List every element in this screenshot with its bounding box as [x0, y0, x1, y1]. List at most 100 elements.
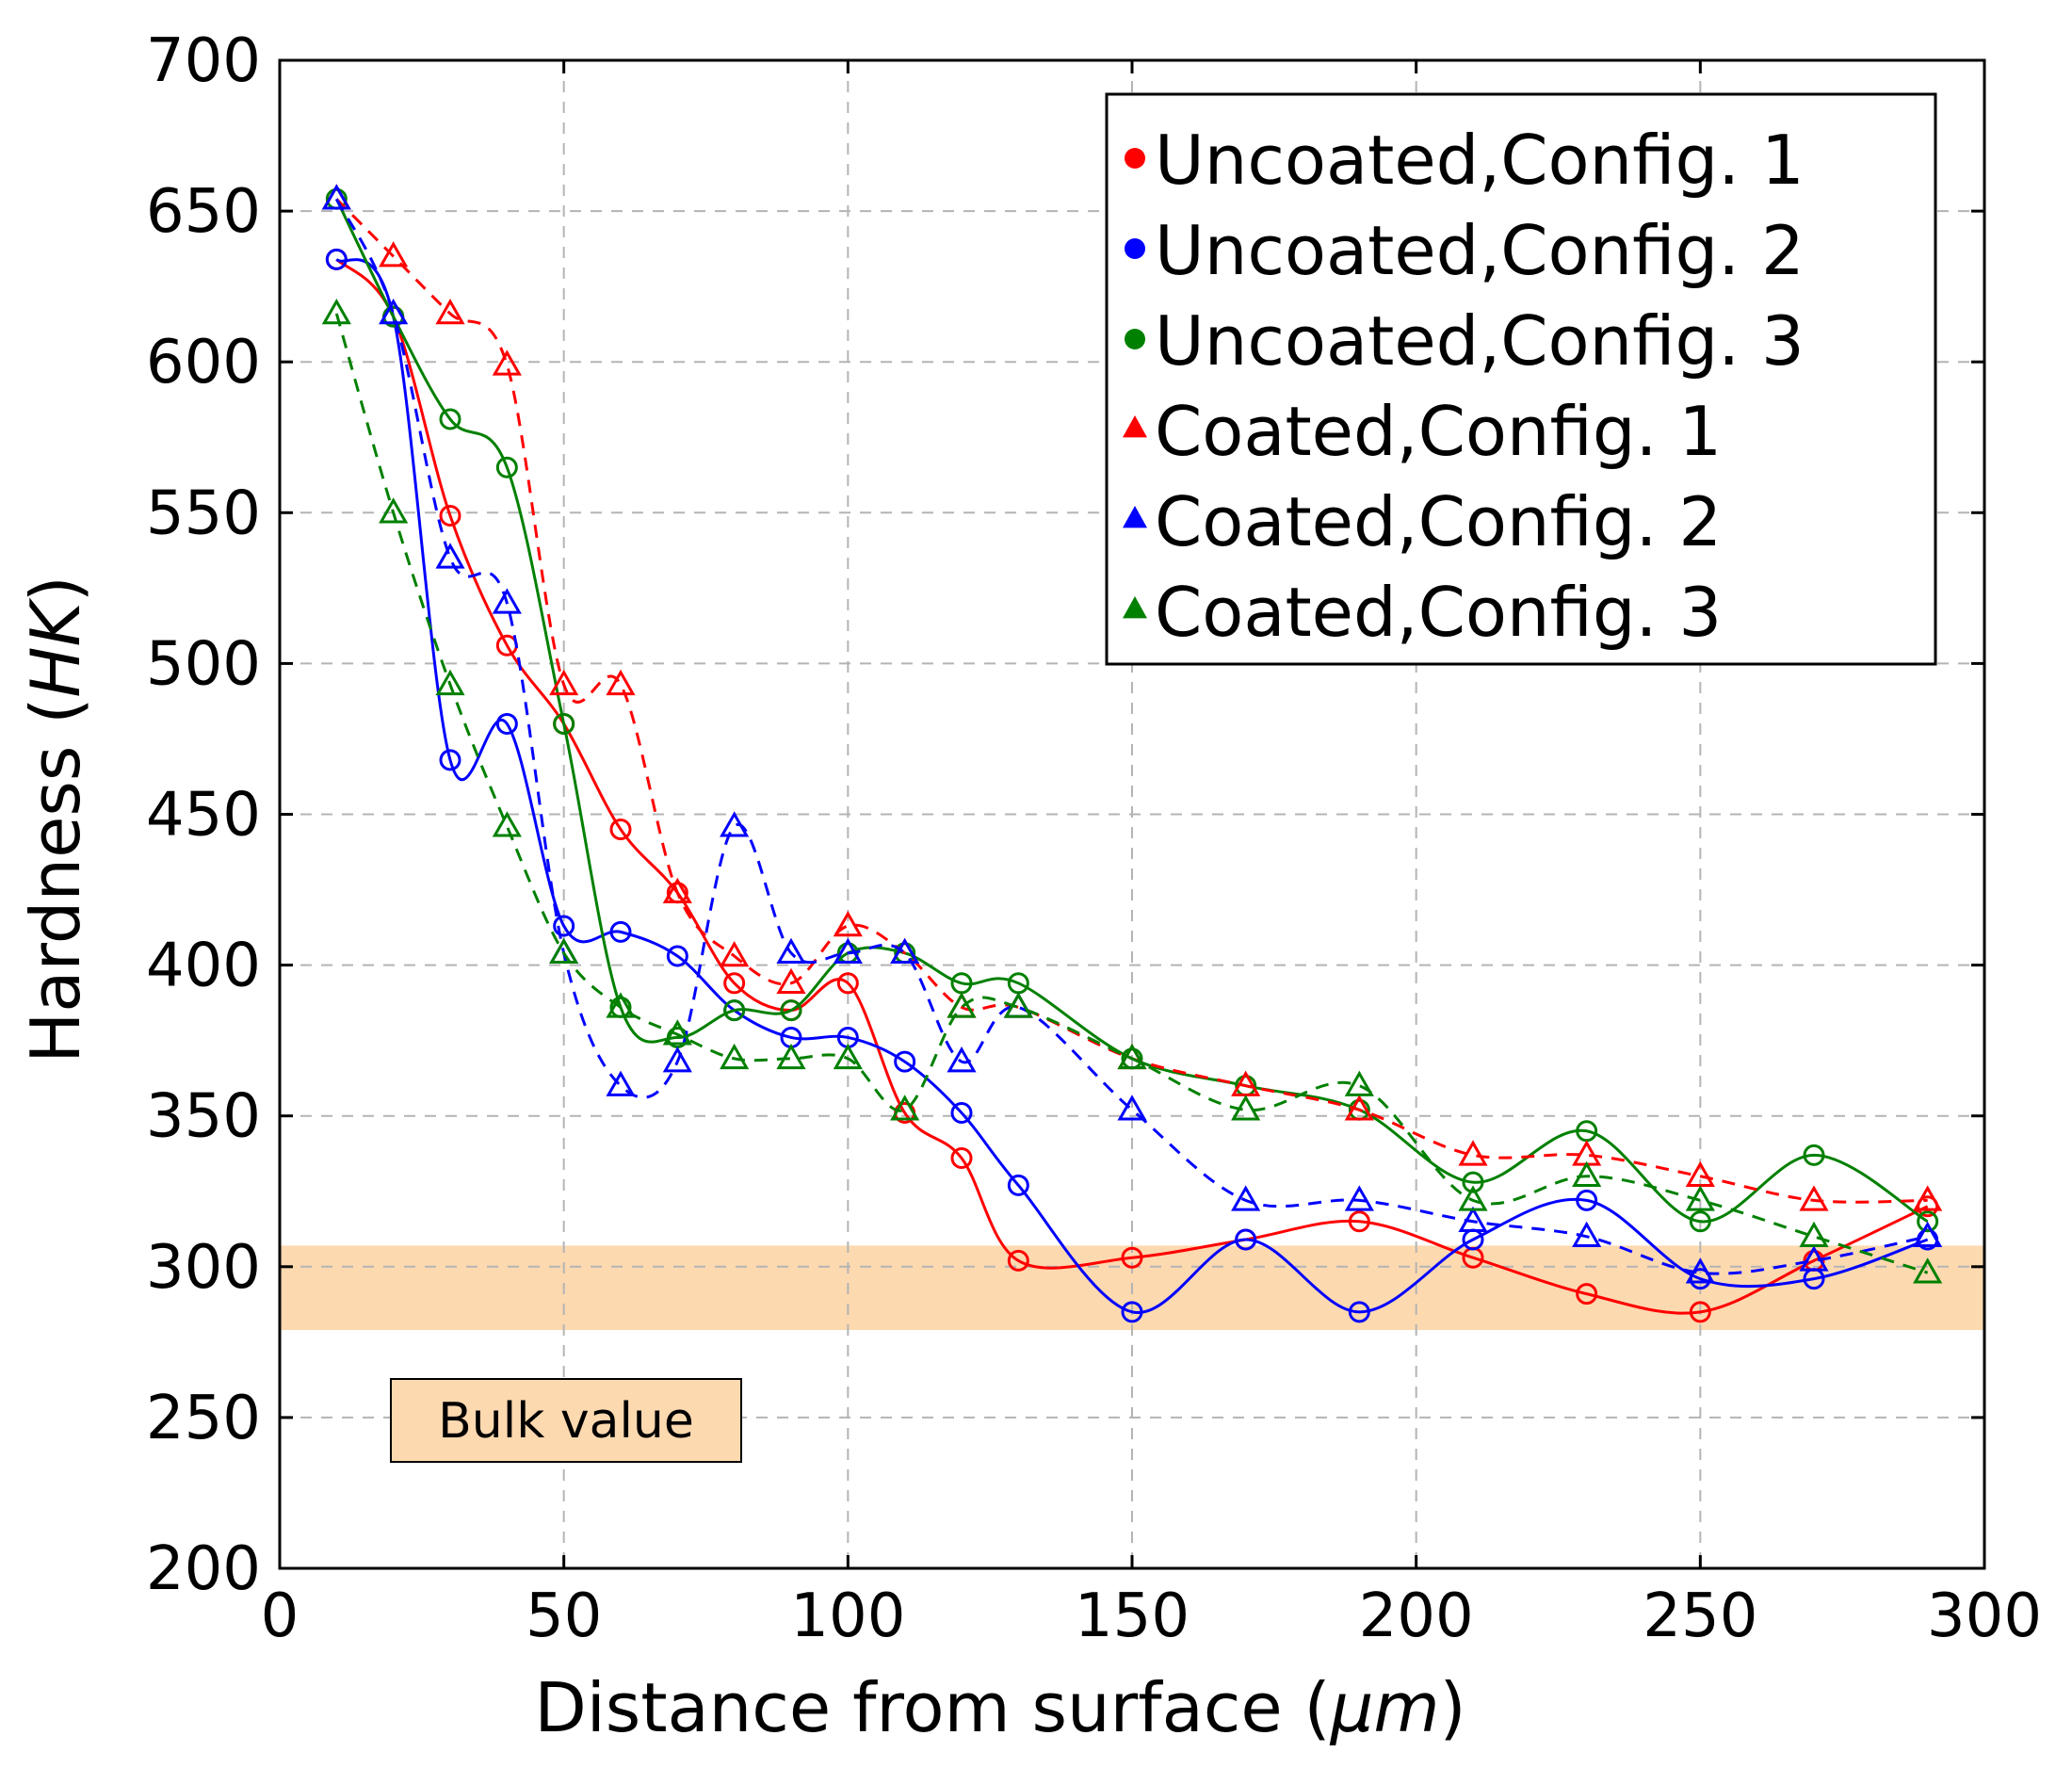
data-point	[379, 497, 409, 524]
legend: Uncoated,Config. 1 Uncoated,Config. 2 Unco…	[1105, 92, 1937, 666]
bulk-value-label-background	[390, 1378, 742, 1463]
x-axis-title-suffix: )	[1440, 1668, 1466, 1747]
legend-marker	[1125, 238, 1145, 259]
data-point	[495, 456, 518, 478]
data-point	[662, 1019, 692, 1046]
y-tick-label: 700	[146, 26, 261, 96]
data-point	[1344, 1070, 1374, 1096]
data-point	[606, 1070, 636, 1096]
x-tick-label: 200	[1359, 1581, 1474, 1651]
data-point	[1799, 1185, 1829, 1211]
data-point	[549, 669, 579, 696]
data-point	[1235, 1228, 1257, 1251]
data-point	[1685, 1257, 1715, 1284]
data-point	[836, 972, 859, 995]
legend-label: Coated,Config. 2	[1155, 482, 1722, 561]
legend-item: Coated,Config. 1	[1123, 392, 1722, 471]
data-point	[549, 937, 579, 965]
x-tick-label: 150	[1075, 1581, 1190, 1651]
data-point	[776, 1043, 806, 1070]
data-point	[1913, 1185, 1943, 1211]
data-point	[947, 1046, 977, 1073]
bulk-value-label-box: Bulk value	[390, 1378, 742, 1463]
legend-label: Uncoated,Config. 3	[1155, 301, 1805, 381]
data-point	[606, 992, 636, 1018]
data-point	[1458, 1140, 1488, 1166]
y-tick-label: 350	[146, 1082, 261, 1152]
data-point	[1231, 1095, 1261, 1121]
data-point	[890, 937, 920, 965]
y-tick-label: 400	[146, 932, 261, 1001]
data-point	[1685, 1185, 1715, 1211]
data-point	[662, 1046, 692, 1073]
data-point	[1913, 1221, 1943, 1248]
data-point	[1007, 1249, 1029, 1272]
x-tick-label: 50	[526, 1581, 602, 1651]
series-layer	[321, 184, 1943, 1323]
data-point	[325, 248, 348, 270]
data-point	[947, 992, 977, 1018]
data-point	[1799, 1221, 1829, 1248]
x-tick-label: 100	[790, 1581, 905, 1651]
data-point	[321, 184, 351, 210]
data-point	[492, 811, 522, 837]
data-point	[1344, 1185, 1374, 1211]
data-point	[1913, 1257, 1943, 1284]
data-point	[1348, 1301, 1370, 1323]
legend-marker	[1125, 329, 1145, 349]
data-point	[833, 910, 863, 937]
data-point	[833, 937, 863, 965]
data-point	[776, 967, 806, 995]
data-point	[720, 1043, 750, 1070]
data-point	[1121, 1246, 1143, 1269]
data-point	[1689, 1210, 1711, 1233]
data-point	[1344, 1095, 1374, 1121]
axis-ticks: 0 50 100 150 200 250 300 200 250 300 350 400 450 500 5…	[146, 26, 2042, 1651]
data-point	[1231, 1185, 1261, 1211]
data-point	[439, 505, 461, 527]
data-point	[1348, 1210, 1370, 1233]
data-point	[435, 543, 465, 569]
y-tick-label: 600	[146, 328, 261, 397]
legend-label: Uncoated,Config. 2	[1155, 211, 1805, 290]
x-tick-label: 300	[1927, 1581, 2042, 1651]
data-point	[1572, 1160, 1602, 1187]
data-point	[720, 940, 750, 967]
y-tick-label: 450	[146, 781, 261, 851]
legend-item: Uncoated,Config. 2	[1125, 211, 1805, 290]
data-point	[609, 819, 632, 841]
data-point	[439, 749, 461, 771]
legend-item: Uncoated,Config. 3	[1125, 301, 1805, 381]
data-point	[723, 999, 746, 1022]
data-point	[1576, 1189, 1598, 1211]
data-point	[666, 945, 688, 967]
y-axis-title: Hardness (HK)	[16, 576, 95, 1063]
data-point	[1121, 1301, 1143, 1323]
x-axis-title-unit: μm	[1330, 1668, 1440, 1747]
data-point	[379, 241, 409, 268]
data-point	[1007, 1174, 1029, 1196]
legend-marker	[1125, 148, 1145, 169]
data-point	[780, 999, 802, 1022]
y-tick-label: 500	[146, 629, 261, 699]
data-point	[950, 1101, 973, 1124]
y-tick-label: 200	[146, 1534, 261, 1604]
series-6	[321, 298, 1943, 1284]
data-point	[1458, 1206, 1488, 1233]
legend-marker	[1123, 596, 1147, 619]
x-tick-label: 0	[261, 1581, 299, 1651]
x-axis-title: Distance from surface (μm)	[534, 1668, 1465, 1747]
legend-label: Coated,Config. 1	[1155, 392, 1722, 471]
data-point	[1458, 1185, 1488, 1211]
legend-label: Uncoated,Config. 1	[1155, 121, 1805, 200]
data-point	[1799, 1245, 1829, 1272]
data-point	[379, 298, 409, 325]
legend-marker	[1123, 415, 1147, 438]
data-point	[662, 877, 692, 904]
data-point	[950, 1147, 973, 1170]
data-point	[894, 1050, 916, 1073]
data-point	[720, 811, 750, 837]
data-point	[1003, 992, 1033, 1018]
series-line	[334, 198, 1928, 1275]
